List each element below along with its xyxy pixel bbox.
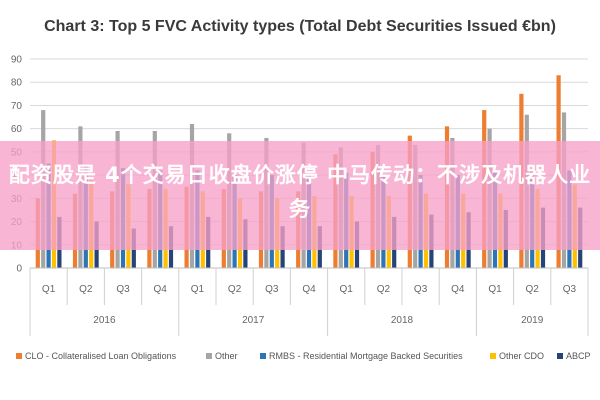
x-tick-label: Q2 [377,284,391,295]
legend-swatch [16,353,22,359]
year-label: 2017 [242,315,265,326]
x-tick-label: Q4 [154,284,168,295]
legend-item: ABCP [557,351,591,361]
watermark-banner [0,141,600,250]
x-tick-label: Q3 [116,284,130,295]
legend-item: Other CDO [490,351,544,361]
legend-swatch [490,353,496,359]
x-tick-label: Q1 [191,284,205,295]
legend-label: RMBS - Residential Mortgage Backed Secur… [269,351,463,361]
y-tick-label: 0 [16,264,22,275]
x-tick-label: Q2 [228,284,242,295]
chart-title: Chart 3: Top 5 FVC Activity types (Total… [44,18,556,35]
x-axis: Q1 Q2 Q3 Q4 Q1 Q2 Q3 Q4 Q1 Q2 Q3 Q4 Q1 Q2 Q3 2016 2017 20… [29,267,589,336]
y-tick-label: 70 [11,101,23,112]
x-tick-label: Q1 [488,284,502,295]
y-tick-label: 80 [11,78,23,89]
y-tick-label: 90 [11,55,23,66]
x-tick-label: Q3 [563,284,577,295]
x-tick-label: Q2 [79,284,93,295]
legend-swatch [206,353,212,359]
year-label: 2016 [93,315,116,326]
x-tick-label: Q4 [302,284,316,295]
legend-label: Other CDO [499,351,544,361]
x-tick-label: Q1 [42,284,56,295]
legend-label: CLO - Collateralised Loan Obligations [25,351,177,361]
legend-item: Other [206,351,238,361]
legend-label: Other [215,351,238,361]
legend-label: ABCP [566,351,591,361]
x-tick-label: Q2 [526,284,540,295]
legend: CLO - Collateralised Loan Obligations Oth… [16,351,591,361]
legend-swatch [557,353,563,359]
year-label: 2019 [521,315,544,326]
legend-item: CLO - Collateralised Loan Obligations [16,351,177,361]
legend-item: RMBS - Residential Mortgage Backed Secur… [260,351,463,361]
x-tick-label: Q3 [265,284,279,295]
y-tick-label: 60 [11,124,23,135]
x-tick-label: Q4 [451,284,465,295]
legend-swatch [260,353,266,359]
watermark-text: 配资股是 4个交易日收盘价涨停 中马传动：不涉及机器人业务 [8,163,592,221]
x-tick-label: Q1 [340,284,354,295]
year-label: 2018 [391,315,414,326]
x-tick-label: Q3 [414,284,428,295]
